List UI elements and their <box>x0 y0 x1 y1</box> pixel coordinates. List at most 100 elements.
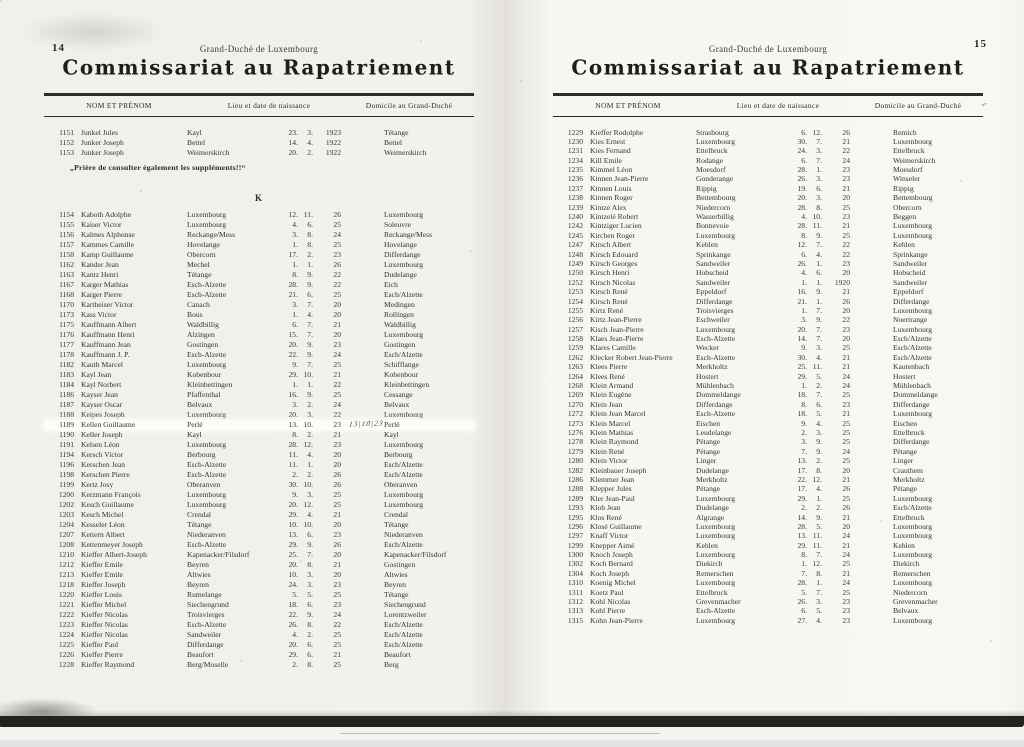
entry-domicile: Eich <box>384 279 398 289</box>
entry-birthplace: Grevenmacher <box>696 597 741 607</box>
entry-number: 1235 <box>567 165 583 175</box>
page-title: Commissariat au Rapatriement <box>571 54 965 80</box>
entry-birthplace: Bettel <box>187 137 206 147</box>
table-row: 1191 Kelsen Léon Luxembourg 28. 12. 23 Luxembo… <box>44 440 474 450</box>
entry-birthdate-part: 6. <box>801 249 807 259</box>
entry-birthdate-part: 28. <box>288 439 299 449</box>
entry-birthdate: 29. 6. 21 <box>283 650 343 660</box>
entry-birthplace: Hovelange <box>187 239 220 249</box>
entry-birthdate: 28. 1. 23 <box>792 165 852 174</box>
header-rule-top <box>553 93 983 96</box>
entry-domicile: Esch/Alzette <box>893 334 932 344</box>
entry-domicile: Weimerskirch <box>893 155 936 165</box>
entry-domicile: Kleinbettingen <box>384 379 430 389</box>
entry-birthplace: Luxembourg <box>696 578 736 588</box>
entry-domicile: Luxembourg <box>384 439 424 449</box>
table-row: 1203 Kesch Michel Crendal 29. 4. 21 Crendal <box>44 510 474 520</box>
entry-birthdate: 30. 4. 21 <box>792 353 852 362</box>
entry-birthplace: Mühlenbach <box>696 381 734 391</box>
entry-birthdate-part: 2. <box>307 249 313 259</box>
table-row: 1162 Kander Jean Mechel 1. 1. 26 Luxembourg <box>44 260 474 270</box>
entry-birthdate: 1. 12. 25 <box>792 559 852 568</box>
entry-birthdate-part: 25 <box>842 437 850 447</box>
entry-number: 1226 <box>58 649 74 659</box>
entry-number: 1234 <box>567 155 583 165</box>
entry-name: Kinnen Jean-Pierre <box>590 174 649 184</box>
entry-birthplace: Dommeldange <box>696 390 741 400</box>
entry-birthdate-part: 25 <box>842 390 850 400</box>
entry-birthdate-part: 8. <box>801 230 807 240</box>
entry-birthdate-part: 10. <box>812 212 823 222</box>
entry-birthdate: 28. 5. 20 <box>792 522 852 531</box>
entry-birthdate: 6. 5. 23 <box>792 606 852 615</box>
entry-birthdate-part: 20 <box>333 309 341 319</box>
entry-birthdate-part: 8. <box>801 399 807 409</box>
entry-birthdate-part: 20 <box>333 549 341 559</box>
entry-domicile: Esch/Alzette <box>893 352 932 362</box>
entry-domicile: Differdange <box>893 399 930 409</box>
table-row: 1202 Kesch Guillaume Luxembourg 20. 12. 25 Lux… <box>44 500 474 510</box>
entry-birthdate-part: 1. <box>292 259 298 269</box>
entry-domicile: Differdange <box>384 249 421 259</box>
entry-name: Kinnen Louis <box>590 183 632 193</box>
entry-number: 1157 <box>59 239 74 249</box>
table-row: 1199 Kertz Josy Oberanven 30. 10. 26 Oberanven <box>44 480 474 490</box>
entry-birthdate-part: 11. <box>303 209 313 219</box>
column-header-domicile: Domicile au Grand-Duché ⌐ <box>853 99 988 110</box>
entry-birthdate-part: 25 <box>333 489 341 499</box>
entry-domicile: Esch/Alzette <box>384 639 423 649</box>
entry-domicile: Winseler <box>893 174 921 184</box>
entry-birthdate: 6. 4. 22 <box>792 250 852 259</box>
entry-birthdate-part: 18. <box>288 599 299 609</box>
entry-birthdate: 30. 7. 21 <box>792 137 852 146</box>
entry-birthdate-part: 25 <box>333 589 341 599</box>
entry-birthplace: Mechel <box>187 259 210 269</box>
entry-birthdate-part: 7. <box>816 324 822 334</box>
entry-birthdate-part: 20 <box>333 449 341 459</box>
table-row: 1213 Kieffer Emile Altwies 10. 3. 20 Altwies <box>44 570 474 580</box>
entry-birthdate-part: 21 <box>333 319 341 329</box>
entry-name: Kirsch Edouard <box>590 249 638 259</box>
entry-domicile: Weimerskirch <box>384 147 427 157</box>
entry-name: Kesseler Léon <box>81 519 125 529</box>
entry-birthdate-part: 1. <box>307 259 313 269</box>
entry-birthdate-part: 22. <box>288 609 299 619</box>
entry-birthdate-part: 17. <box>797 484 808 494</box>
entry-birthplace: Luxembourg <box>187 489 227 499</box>
entry-number: 1162 <box>59 259 74 269</box>
entry-birthplace: Esch-Alzette <box>187 279 227 289</box>
entry-birthdate: 1. 1. 22 <box>283 380 343 390</box>
entry-birthplace: Beyren <box>187 559 209 569</box>
entry-domicile: Altwies <box>384 569 408 579</box>
entry-birthdate: 11. 1. 20 <box>283 460 343 470</box>
table-row: 1168 Karger Pierre Esch-Alzette 21. 6. 25 Esch… <box>44 290 474 300</box>
entry-birthdate: 20. 3. 22 <box>283 410 343 420</box>
entry-number: 1276 <box>567 428 583 437</box>
header-rule-bottom <box>44 115 474 117</box>
entry-birthdate-part: 20. <box>288 409 299 419</box>
entry-number: 1184 <box>59 379 74 389</box>
entry-birthplace: Tétange <box>187 269 212 279</box>
entry-birthdate: 1. 1. 26 <box>283 260 343 270</box>
entry-name: Kayl Jean <box>81 369 112 379</box>
entry-birthplace: Luxembourg <box>696 615 736 625</box>
entry-birthdate-part: 1922 <box>325 147 341 157</box>
entry-birthdate: 11. 4. 20 <box>283 450 343 460</box>
entry-name: Kauffmann Albert <box>81 319 137 329</box>
table-row: 1212 Kieffer Emile Beyren 20. 8. 21 Gostingen <box>44 560 474 570</box>
entry-birthdate: 3. 8. 24 <box>283 230 343 240</box>
table-row: 1252 Kirsch Nicolas Sandweiler 1. 1. 1920 Sand… <box>553 278 983 287</box>
entry-birthdate-part: 24 <box>842 371 850 381</box>
entry-birthdate-part: 20 <box>842 268 850 278</box>
table-row: 1280 Klein Victor Linger 13. 2. 25 Linger <box>553 456 983 465</box>
entry-birthdate-part: 4. <box>816 484 822 494</box>
table-row: 1190 Keller Joseph Kayl 8. 2. 21 Kayl <box>44 430 474 440</box>
entry-birthdate-part: 24 <box>333 399 341 409</box>
entry-birthplace: Merkholtz <box>696 474 728 484</box>
entry-birthdate: 8. 9. 22 <box>283 270 343 280</box>
entry-birthdate-part: 3. <box>816 597 822 607</box>
entries-table: 1154 Kaboth Adolphe Luxembourg 12. 11. 26 Luxe… <box>44 210 474 670</box>
entry-birthplace: Luxembourg <box>696 230 736 240</box>
entry-birthdate: 13. 10. 23 <box>283 420 343 430</box>
table-row: 1250 Kirsch Henri Hobscheid 4. 6. 20 Hobscheid <box>553 268 983 277</box>
